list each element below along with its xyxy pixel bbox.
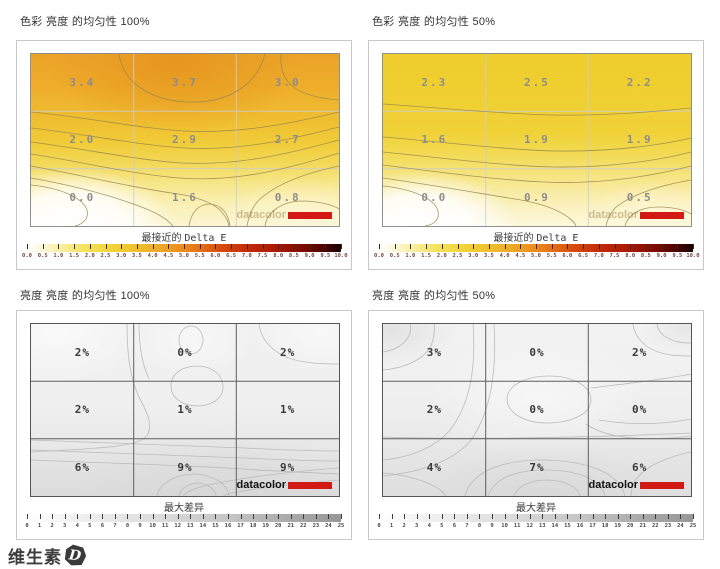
panel-luminance-uniformity-50: 3% 0% 2% 2% 0% 0% 4% 7% 6% datacolor 最大差… xyxy=(368,310,704,540)
cell-value: 2.5 xyxy=(524,76,550,90)
datacolor-red-bar xyxy=(288,212,332,219)
datacolor-logo-text: datacolor xyxy=(588,479,638,491)
site-logo-badge-icon: D xyxy=(63,543,88,568)
cell-value: 2.2 xyxy=(626,76,653,90)
cell-value: 9% xyxy=(280,460,296,474)
chart-title-color-100: 色彩 亮度 的均匀性 100% xyxy=(20,16,150,28)
panel-luminance-uniformity-100: 2% 0% 2% 2% 1% 1% 6% 9% 9% datacolor 最大差… xyxy=(16,310,352,540)
cell-value: 0% xyxy=(632,403,648,417)
cell-value: 1.6 xyxy=(421,133,448,147)
contour-plot-svg xyxy=(31,324,339,496)
contour-heatmap-luminance-50: 3% 0% 2% 2% 0% 0% 4% 7% 6% datacolor xyxy=(382,323,692,497)
datacolor-red-bar xyxy=(640,482,684,489)
chart-title-lum-100: 亮度 亮度 的均匀性 100% xyxy=(20,290,150,302)
contour-heatmap-color-100: 3.4 3.7 3.0 2.0 2.9 2.7 0.0 1.6 0.8 data… xyxy=(30,53,340,227)
cell-value: 3.0 xyxy=(274,76,301,90)
datacolor-red-bar xyxy=(640,212,684,219)
contour-plot-svg xyxy=(31,54,339,226)
chart-title-lum-50: 亮度 亮度 的均匀性 50% xyxy=(372,290,496,302)
site-logo: 维生素 D xyxy=(8,543,86,568)
cell-value: 3.4 xyxy=(69,76,96,90)
contour-heatmap-luminance-100: 2% 0% 2% 2% 1% 1% 6% 9% 9% datacolor xyxy=(30,323,340,497)
colorbar-label: 最大差异 xyxy=(516,503,556,514)
cell-values: 3.4 3.7 3.0 2.0 2.9 2.7 0.0 1.6 0.8 xyxy=(31,54,339,226)
cell-value: 0.9 xyxy=(524,190,550,204)
datacolor-watermark: datacolor xyxy=(236,480,332,491)
contour-plot-svg xyxy=(383,54,691,226)
cell-value: 0% xyxy=(529,403,545,417)
colorbar-label: 最接近的 Delta E xyxy=(493,233,579,244)
cell-value: 3.7 xyxy=(172,76,198,90)
datacolor-logo-text: datacolor xyxy=(236,209,286,221)
colorbar-gradient xyxy=(27,514,341,522)
datacolor-watermark: datacolor xyxy=(236,210,332,221)
colorbar-ticks: 0.0 0.5 1.0 1.5 2.0 2.5 3.0 3.5 4.0 4.5 5.0 5.5 6.0 6… xyxy=(374,244,700,264)
cell-value: 0.0 xyxy=(421,190,448,204)
colorbar-ticks: 0 1 2 3 4 5 6 7 8 9 10 11 12 13 14 15 16 17 18 19 20 21 22 23 24… xyxy=(377,514,696,534)
cell-value: 2.0 xyxy=(69,133,96,147)
colorbar-label: 最大差异 xyxy=(164,503,204,514)
colorbar-zone: 0.0 0.5 1.0 1.5 2.0 2.5 3.0 3.5 4.0 4.5 5.0 5.5 6.0 6… xyxy=(374,244,700,264)
cell-value: 1% xyxy=(177,403,193,417)
cell-values: 2% 0% 2% 2% 1% 1% 6% 9% 9% xyxy=(31,324,339,496)
colorbar-zone: 0 1 2 3 4 5 6 7 8 9 10 11 12 13 14 15 16 17 18 19 20 21 22 23 24… xyxy=(377,514,696,534)
cell-value: 2% xyxy=(426,403,442,417)
cell-value: 6% xyxy=(632,460,648,474)
panel-color-uniformity-100: 3.4 3.7 3.0 2.0 2.9 2.7 0.0 1.6 0.8 data… xyxy=(16,40,352,270)
cell-values: 3% 0% 2% 2% 0% 0% 4% 7% 6% xyxy=(383,324,691,496)
colorbar-ticks: 0 1 2 3 4 5 6 7 8 9 10 11 12 13 14 15 16 17 18 19 20 21 22 23 24… xyxy=(25,514,344,534)
colorbar-zone: 0 1 2 3 4 5 6 7 8 9 10 11 12 13 14 15 16 17 18 19 20 21 22 23 24… xyxy=(25,514,344,534)
cell-value: 4% xyxy=(426,460,442,474)
colorbar-ticks: 0.0 0.5 1.0 1.5 2.0 2.5 3.0 3.5 4.0 4.5 5.0 5.5 6.0 6… xyxy=(22,244,348,264)
cell-values: 2.3 2.5 2.2 1.6 1.9 1.9 0.0 0.9 0.5 xyxy=(383,54,691,226)
cell-value: 2.9 xyxy=(172,133,198,147)
cell-value: 2% xyxy=(74,346,90,360)
cell-value: 2.3 xyxy=(421,76,448,90)
cell-value: 1.9 xyxy=(626,133,653,147)
panel-color-uniformity-50: 2.3 2.5 2.2 1.6 1.9 1.9 0.0 0.9 0.5 data… xyxy=(368,40,704,270)
colorbar-label: 最接近的 Delta E xyxy=(141,233,227,244)
colorbar-zone: 0.0 0.5 1.0 1.5 2.0 2.5 3.0 3.5 4.0 4.5 5.0 5.5 6.0 6… xyxy=(22,244,348,264)
cell-value: 0.0 xyxy=(69,190,96,204)
cell-value: 3% xyxy=(426,346,442,360)
cell-value: 1.6 xyxy=(172,190,198,204)
cell-value: 7% xyxy=(529,460,545,474)
cell-value: 0% xyxy=(529,346,545,360)
cell-value: 2% xyxy=(632,346,648,360)
cell-value: 2% xyxy=(74,403,90,417)
cell-value: 2% xyxy=(280,346,296,360)
cell-value: 0.8 xyxy=(274,190,301,204)
cell-value: 0.5 xyxy=(626,190,653,204)
site-logo-text: 维生素 xyxy=(8,548,62,567)
contour-plot-svg xyxy=(383,324,691,496)
contour-heatmap-color-50: 2.3 2.5 2.2 1.6 1.9 1.9 0.0 0.9 0.5 data… xyxy=(382,53,692,227)
datacolor-logo-text: datacolor xyxy=(236,479,286,491)
cell-value: 6% xyxy=(74,460,90,474)
datacolor-logo-text: datacolor xyxy=(588,209,638,221)
datacolor-red-bar xyxy=(288,482,332,489)
cell-value: 1% xyxy=(280,403,296,417)
colorbar-gradient xyxy=(379,514,693,522)
cell-value: 0% xyxy=(177,346,193,360)
cell-value: 9% xyxy=(177,460,193,474)
datacolor-watermark: datacolor xyxy=(588,480,684,491)
datacolor-watermark: datacolor xyxy=(588,210,684,221)
cell-value: 2.7 xyxy=(274,133,301,147)
cell-value: 1.9 xyxy=(524,133,550,147)
chart-title-color-50: 色彩 亮度 的均匀性 50% xyxy=(372,16,496,28)
